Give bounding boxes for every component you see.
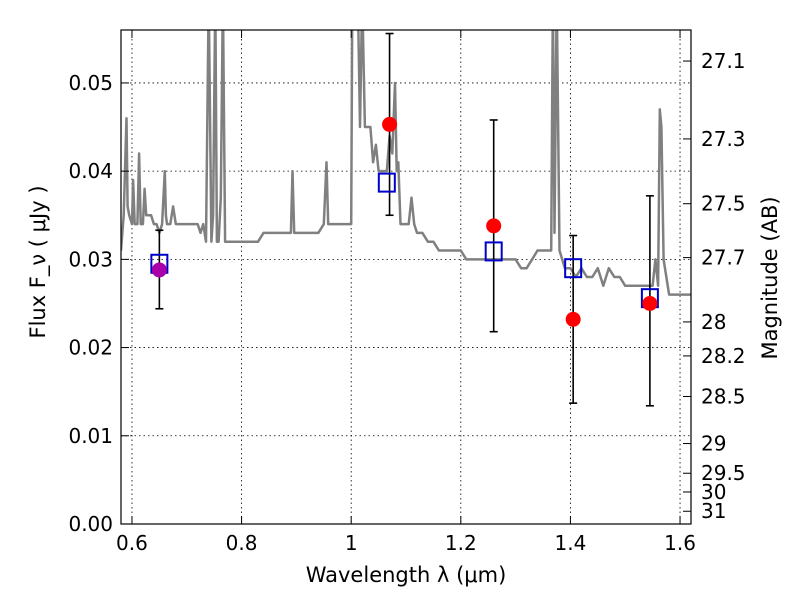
observed-point [565,311,581,327]
y-tick-label: 0.00 [68,512,113,536]
observed-point [486,218,502,234]
model-point [484,241,503,262]
observed-point [382,116,398,132]
y-tick-label: 0.04 [68,159,113,183]
magnitude-tick-label: 28 [701,310,726,334]
y-axis-label-right: Magnitude (AB) [758,196,782,359]
magnitude-tick-label: 29 [701,432,726,456]
observed-point [151,262,167,278]
magnitude-tick-label: 27.7 [701,246,746,270]
magnitude-tick-label: 27.5 [701,192,746,216]
spectrum-layer [121,30,691,296]
model-point [377,172,396,193]
x-axis-ticks: 0.6 0.8 1 1.2 1.4 1.6 [116,30,696,555]
y-tick-label: 0.05 [68,71,113,95]
magnitude-tick-label: 30 [701,480,726,504]
plot-frame [120,29,692,525]
y-axis-ticks: 0.00 0.01 0.02 0.03 0.04 0.05 [68,71,129,536]
y-tick-label: 0.01 [68,424,113,448]
magnitude-tick-label: 31 [701,499,726,523]
x-axis-label: Wavelength λ (μm) [306,563,507,587]
magnitude-tick-label: 28.2 [701,344,746,368]
x-tick-label: 1.6 [664,531,696,555]
observed-point [642,295,658,311]
x-tick-label: 1.2 [445,531,477,555]
magnitude-tick-label: 27.3 [701,127,746,151]
x-tick-label: 1.4 [555,531,587,555]
y-tick-label: 0.02 [68,336,113,360]
magnitude-tick-label: 28.5 [701,384,746,408]
x-tick-label: 1 [345,531,358,555]
magnitude-tick-label: 27.1 [701,49,746,73]
x-tick-label: 0.8 [226,531,258,555]
spectrum-line [121,30,691,296]
magnitude-tick-label: 29.5 [701,461,746,485]
x-tick-label: 0.6 [116,531,148,555]
model-point [564,258,583,279]
y-axis-label: Flux F_ν ( μJy ) [26,185,51,338]
y-tick-label: 0.03 [68,247,113,271]
marker-layer [150,116,659,327]
